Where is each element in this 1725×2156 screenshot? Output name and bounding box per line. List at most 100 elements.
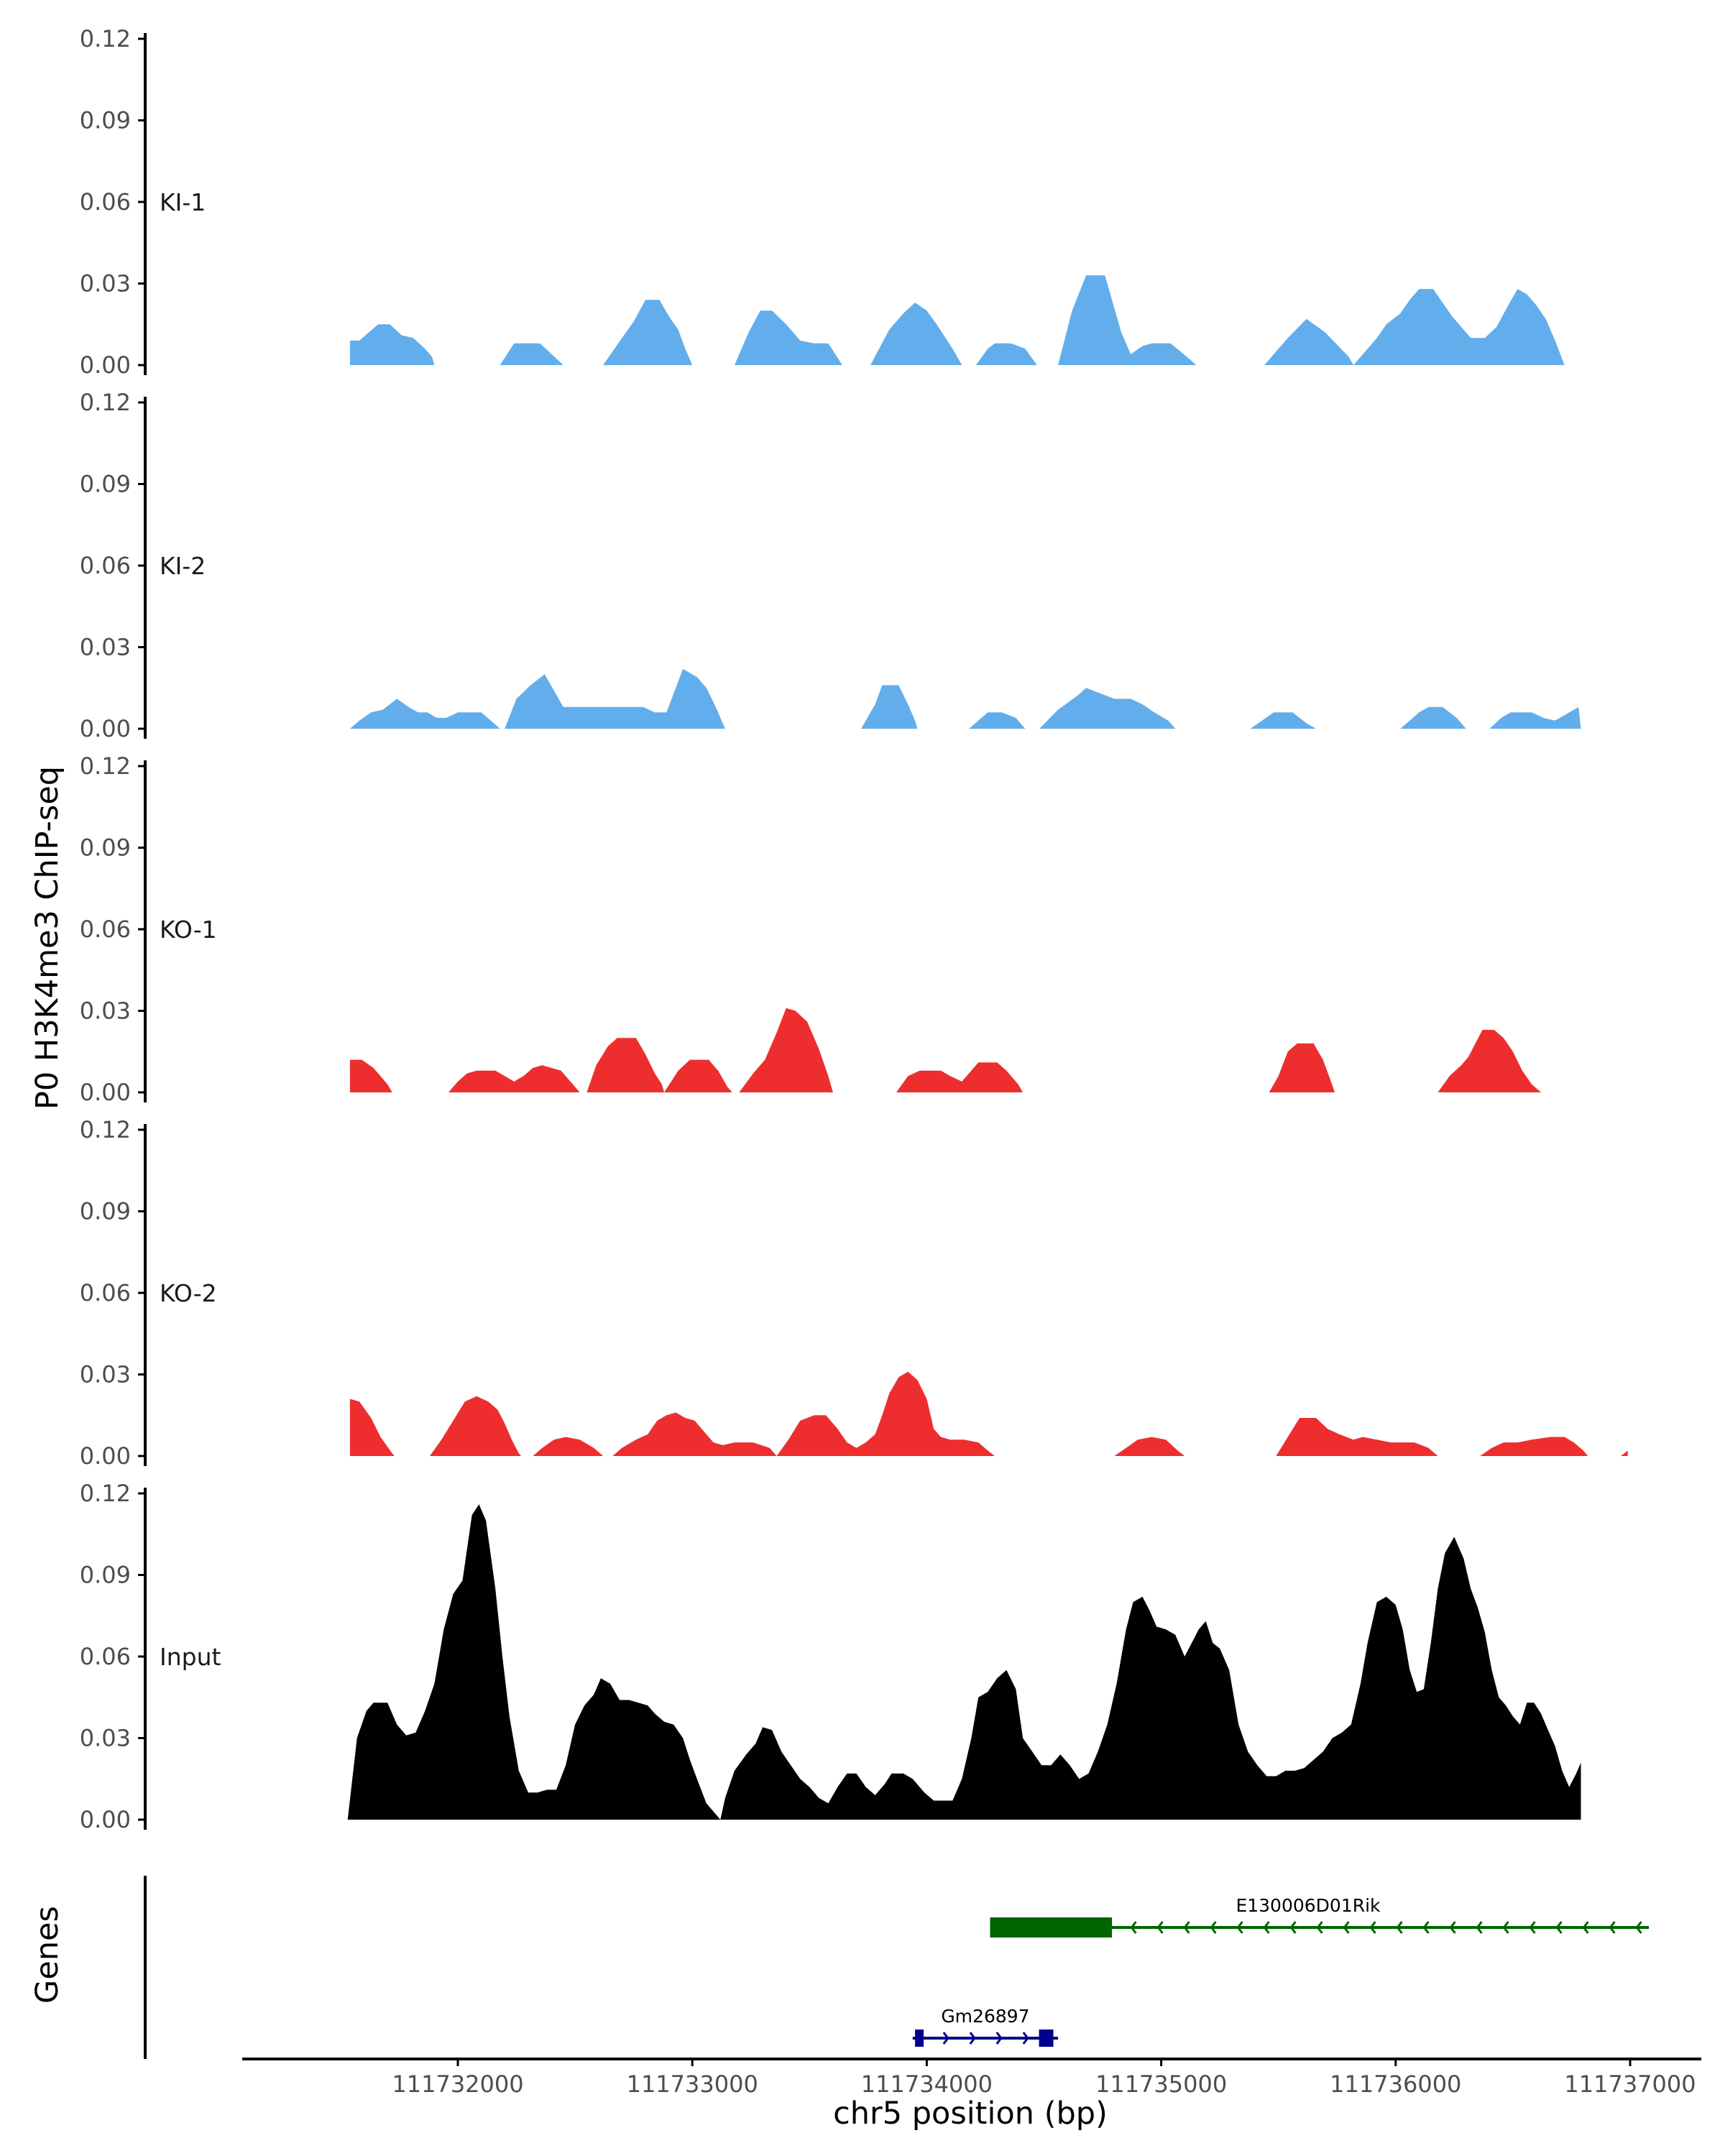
y-tick-label: 0.12 xyxy=(80,1480,131,1507)
y-tick-label: 0.09 xyxy=(80,1562,131,1589)
strand-arrow xyxy=(1396,1921,1403,1934)
x-tick-label: 111735000 xyxy=(1095,2070,1227,2098)
y-tick-label: 0.03 xyxy=(80,1361,131,1388)
ko-2-coverage-segment xyxy=(1480,1437,1588,1456)
strand-arrow xyxy=(1236,1921,1243,1934)
strand-arrow xyxy=(942,2032,949,2045)
y-tick-label: 0.00 xyxy=(80,715,131,742)
y-tick-label: 0.06 xyxy=(80,1643,131,1670)
gene-exon xyxy=(1039,2030,1054,2047)
y-tick-label: 0.09 xyxy=(80,1198,131,1225)
strand-arrow xyxy=(1316,1921,1323,1934)
ko-1-coverage-segment xyxy=(1438,1030,1541,1092)
y-axis-title: P0 H3K4me3 ChIP-seq xyxy=(29,766,65,1110)
y-tick-label: 0.09 xyxy=(80,471,131,498)
strand-arrow xyxy=(1635,1921,1642,1934)
strand-arrow xyxy=(1422,1921,1430,1934)
y-tick-label: 0.12 xyxy=(80,1116,131,1143)
ki-2-coverage-segment xyxy=(969,712,1026,729)
ki-1-coverage-segment xyxy=(349,324,435,365)
gene-name-label: Gm26897 xyxy=(941,2006,1029,2027)
x-tick-label: 111734000 xyxy=(861,2070,993,2098)
strand-arrow xyxy=(1609,1921,1616,1934)
track-label: KO-1 xyxy=(160,916,217,944)
y-tick-label: 0.00 xyxy=(80,351,131,379)
y-tick-label: 0.00 xyxy=(80,1806,131,1833)
strand-arrow xyxy=(1449,1921,1456,1934)
track-ki-1: 0.00 0.03 0.06 0.09 0.12 KI-1 xyxy=(80,25,1565,379)
strand-arrow xyxy=(995,2032,1003,2045)
x-tick-label: 111736000 xyxy=(1330,2070,1461,2098)
ki-2-coverage-segment xyxy=(1489,706,1581,729)
x-axis: 111732000 111733000 111734000 111735000 1117… xyxy=(242,2058,1701,2098)
ki-1-coverage-segment xyxy=(500,343,564,365)
strand-arrow xyxy=(1529,1921,1536,1934)
track-label: KI-1 xyxy=(160,188,206,216)
ki-1-coverage-segment xyxy=(1264,318,1354,365)
track-label: KI-2 xyxy=(160,552,206,580)
genes-panel-title: Genes xyxy=(29,1906,65,2004)
y-tick-label: 0.03 xyxy=(80,270,131,298)
ki-1-coverage-segment xyxy=(1058,275,1197,365)
gene-exon xyxy=(990,1917,1113,1938)
ki-1-coverage-segment xyxy=(1353,289,1565,365)
x-axis-title: chr5 position (bp) xyxy=(833,2096,1108,2132)
y-tick-label: 0.06 xyxy=(80,188,131,216)
ko-2-coverage-segment xyxy=(429,1396,522,1456)
y-tick-label: 0.06 xyxy=(80,552,131,579)
strand-arrow xyxy=(969,2032,976,2045)
y-tick-label: 0.03 xyxy=(80,1725,131,1752)
gene-exon xyxy=(915,2030,924,2047)
gene-e130006d01rik: E130006D01Rik xyxy=(990,1895,1650,1938)
ki-1-coverage-segment xyxy=(975,343,1037,365)
gene-gm26897: Gm26897 xyxy=(912,2006,1059,2047)
ko-1-coverage-segment xyxy=(896,1062,1024,1092)
ko-1-coverage-segment xyxy=(1269,1043,1335,1092)
y-tick-label: 0.03 xyxy=(80,634,131,661)
ko-2-coverage-segment xyxy=(1276,1418,1438,1456)
x-tick-label: 111733000 xyxy=(627,2070,758,2098)
track-input: 0.00 0.03 0.06 0.09 0.12 Input xyxy=(80,1480,1581,1833)
ko-1-coverage-segment xyxy=(448,1065,580,1092)
ki-2-coverage-segment xyxy=(1039,688,1176,729)
strand-arrow xyxy=(1183,1921,1190,1934)
signal-tracks: 0.00 0.03 0.06 0.09 0.12 KI-1 0.00 0.03 0.06 0.09… xyxy=(80,25,1628,1833)
strand-arrow xyxy=(1555,1921,1563,1934)
ki-2-coverage-segment xyxy=(1250,712,1316,729)
y-tick-label: 0.06 xyxy=(80,916,131,943)
ko-2-coverage-segment xyxy=(776,1371,995,1456)
y-tick-label: 0.06 xyxy=(80,1279,131,1307)
x-tick-label: 111737000 xyxy=(1564,2070,1696,2098)
x-tick-label: 111732000 xyxy=(392,2070,523,2098)
strand-arrow xyxy=(1502,1921,1509,1934)
ko-1-coverage-segment xyxy=(739,1008,833,1092)
ko-1-coverage-segment xyxy=(586,1038,665,1092)
track-ko-1: 0.00 0.03 0.06 0.09 0.12 KO-1 xyxy=(80,752,1541,1106)
strand-arrow xyxy=(1582,1921,1589,1934)
ko-2-coverage-segment xyxy=(349,1399,395,1456)
strand-arrow xyxy=(1343,1921,1350,1934)
strand-arrow xyxy=(1022,2032,1029,2045)
strand-arrow xyxy=(1476,1921,1483,1934)
ko-1-coverage-segment xyxy=(349,1059,392,1092)
y-tick-label: 0.12 xyxy=(80,389,131,416)
input-coverage-segment xyxy=(347,1504,1581,1820)
ki-2-coverage-segment xyxy=(1400,706,1466,729)
ki-1-coverage-segment xyxy=(734,310,842,365)
strand-arrow xyxy=(1263,1921,1270,1934)
strand-arrow xyxy=(1369,1921,1376,1934)
y-tick-label: 0.09 xyxy=(80,834,131,862)
ki-2-coverage-segment xyxy=(349,668,725,729)
y-tick-label: 0.12 xyxy=(80,752,131,780)
y-tick-label: 0.09 xyxy=(80,107,131,134)
ko-1-coverage-segment xyxy=(664,1059,732,1092)
y-tick-label: 0.12 xyxy=(80,25,131,52)
y-tick-label: 0.03 xyxy=(80,998,131,1025)
track-ko-2: 0.00 0.03 0.06 0.09 0.12 KO-2 xyxy=(80,1116,1628,1470)
strand-arrow xyxy=(1130,1921,1137,1934)
strand-arrow xyxy=(1210,1921,1217,1934)
ki-2-coverage-segment xyxy=(861,685,918,729)
gene-name-label: E130006D01Rik xyxy=(1236,1895,1381,1916)
track-label: KO-2 xyxy=(160,1279,217,1307)
